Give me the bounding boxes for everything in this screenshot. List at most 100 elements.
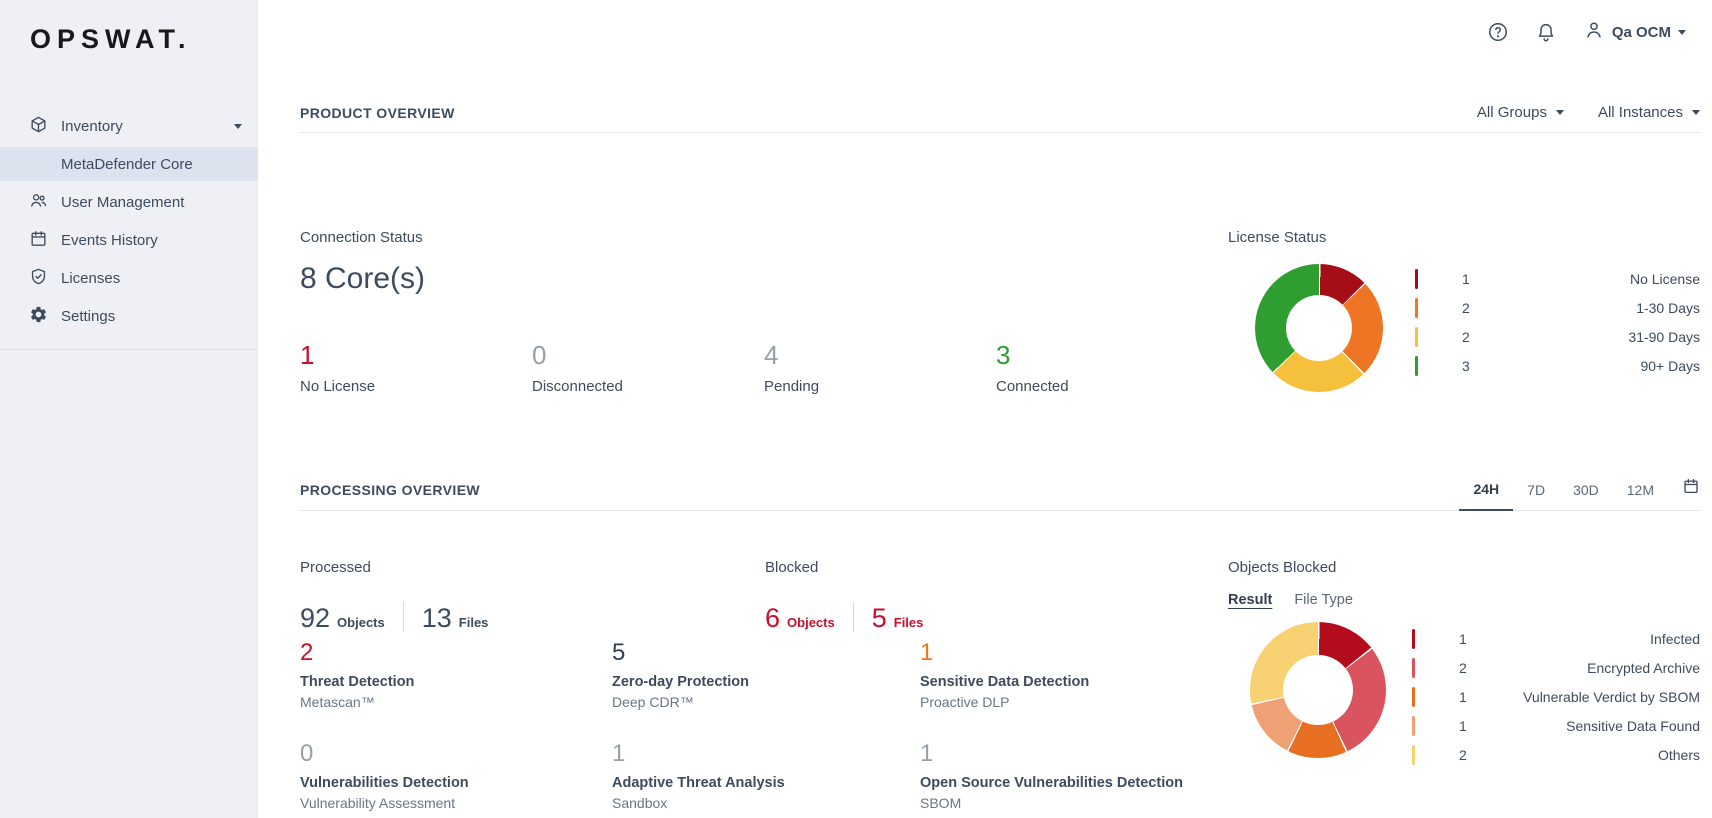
detection-title: Open Source Vulnerabilities Detection [920, 775, 1183, 791]
stat-label: Disconnected [532, 378, 623, 395]
user-icon [1583, 19, 1605, 46]
license-status-title: License Status [1228, 229, 1327, 246]
legend-color-bar [1415, 326, 1418, 347]
detection-value: 5 [612, 639, 626, 666]
notifications-bell-icon[interactable] [1535, 21, 1557, 43]
section-title: PROCESSING OVERVIEW [300, 482, 481, 498]
processing-overview-header: PROCESSING OVERVIEW 24H 7D 30D 12M [300, 477, 1700, 511]
detection-title: Adaptive Threat Analysis [612, 775, 785, 791]
groups-filter-label: All Groups [1476, 104, 1547, 121]
product-overview-body: Connection Status 8 Core(s) 1 No License… [300, 229, 1700, 395]
sidebar-item-metadefender-core[interactable]: MetaDefender Core [0, 147, 258, 181]
legend-item: 1 Infected [1412, 624, 1700, 653]
sidebar-item-user-management[interactable]: User Management [0, 183, 258, 221]
objects-blocked-title: Objects Blocked [1228, 559, 1337, 576]
calendar-picker-icon[interactable] [1668, 477, 1700, 510]
groups-filter-dropdown[interactable]: All Groups [1477, 104, 1564, 121]
topbar: Qa OCM [258, 0, 1712, 64]
legend-color-bar [1415, 355, 1418, 376]
detection-open-source: 1 Open Source Vulnerabilities Detection … [920, 740, 1228, 812]
detection-title: Sensitive Data Detection [920, 674, 1090, 690]
tab-12m[interactable]: 12M [1626, 482, 1654, 498]
tab-result[interactable]: Result [1228, 592, 1273, 608]
sidebar-item-inventory[interactable]: Inventory [0, 107, 258, 145]
sidebar-item-licenses[interactable]: Licenses [0, 259, 258, 297]
legend-item: 2 Others [1412, 740, 1700, 769]
tab-24h[interactable]: 24H [1459, 481, 1514, 511]
sidebar-item-settings[interactable]: Settings [0, 297, 258, 335]
tab-7d[interactable]: 7D [1527, 482, 1546, 498]
legend-count: 1 [1459, 717, 1467, 734]
legend-item: 1 No License [1415, 264, 1700, 293]
legend-item: 1 Vulnerable Verdict by SBOM [1412, 682, 1700, 711]
tab-file-type[interactable]: File Type [1294, 592, 1353, 608]
legend-color-bar [1412, 686, 1415, 707]
sidebar-item-label: User Management [61, 193, 185, 211]
objects-blocked-card: Objects Blocked Result File Type 1 [1228, 559, 1700, 769]
stat-label: No License [300, 378, 376, 395]
detection-subtitle: Sandbox [612, 795, 668, 811]
dashboard-content: PRODUCT OVERVIEW All Groups All Instance… [258, 64, 1712, 811]
legend-color-bar [1412, 628, 1415, 649]
sidebar-item-events-history[interactable]: Events History [0, 221, 258, 259]
chevron-down-icon [1678, 29, 1686, 35]
detection-value: 1 [920, 639, 934, 666]
sidebar-item-label: Inventory [61, 117, 123, 135]
detection-sensitive-data: 1 Sensitive Data Detection Proactive DLP [920, 639, 1228, 711]
legend-count: 3 [1462, 357, 1470, 374]
detection-subtitle: Deep CDR™ [612, 694, 694, 710]
legend-count: 2 [1459, 659, 1467, 676]
processed-files-label: Files [458, 615, 489, 630]
legend-color-bar [1412, 744, 1415, 765]
legend-item: 2 1-30 Days [1415, 293, 1700, 322]
chevron-down-icon [1555, 110, 1564, 115]
connection-status-card: Connection Status 8 Core(s) 1 No License… [300, 229, 1228, 395]
donut-hole [1283, 655, 1353, 725]
chevron-down-icon [234, 123, 242, 129]
legend-item: 3 90+ Days [1415, 351, 1700, 380]
detection-value: 1 [612, 740, 626, 767]
license-status-donut-chart [1255, 264, 1383, 392]
connection-status-title: Connection Status [300, 229, 423, 246]
tab-30d[interactable]: 30D [1573, 482, 1599, 498]
legend-item: 2 Encrypted Archive [1412, 653, 1700, 682]
instances-filter-dropdown[interactable]: All Instances [1598, 104, 1700, 121]
user-name: Qa OCM [1611, 23, 1671, 41]
legend-color-bar [1412, 715, 1415, 736]
stat-value: 1 [300, 340, 315, 370]
license-status-legend: 1 No License 2 1-30 Days 2 [1415, 264, 1700, 392]
legend-label: Infected [1650, 630, 1700, 647]
detection-zero-day: 5 Zero-day Protection Deep CDR™ [612, 639, 920, 711]
detection-subtitle: Metascan™ [300, 694, 375, 710]
legend-count: 1 [1459, 630, 1467, 647]
divider [852, 602, 854, 632]
detection-subtitle: Vulnerability Assessment [300, 795, 456, 811]
sidebar-nav: Inventory MetaDefender Core User Managem… [0, 107, 258, 335]
legend-label: No License [1629, 270, 1700, 287]
detection-subtitle: Proactive DLP [920, 694, 1010, 710]
detection-value: 1 [920, 740, 934, 767]
legend-label: Others [1657, 746, 1700, 763]
blocked-files-value: 5 [871, 603, 887, 633]
legend-color-bar [1415, 297, 1418, 318]
legend-label: 1-30 Days [1636, 299, 1700, 316]
stat-value: 3 [996, 340, 1011, 370]
shield-check-icon [29, 267, 48, 290]
objects-blocked-tabs: Result File Type [1228, 592, 1700, 608]
instances-filter-label: All Instances [1597, 104, 1683, 121]
legend-label: Vulnerable Verdict by SBOM [1523, 688, 1700, 705]
user-menu[interactable]: Qa OCM [1583, 19, 1686, 46]
processed-objects-value: 92 [300, 603, 331, 633]
blocked-objects-label: Objects [787, 615, 835, 630]
calendar-icon [29, 229, 48, 252]
connection-stats: 1 No License 0 Disconnected 4 Pending [300, 340, 1228, 395]
stat-value: 4 [764, 340, 779, 370]
detection-adaptive-threat: 1 Adaptive Threat Analysis Sandbox [612, 740, 920, 812]
objects-blocked-legend: 1 Infected 2 Encrypted Archive 1 [1412, 624, 1700, 769]
help-icon[interactable] [1487, 21, 1509, 43]
sidebar-item-label: Events History [61, 231, 158, 249]
product-overview-header: PRODUCT OVERVIEW All Groups All Instance… [300, 104, 1700, 133]
processing-overview-body: Processed 92 Objects 13 Files Blocked 6 … [300, 559, 1700, 769]
sidebar-subitem-label: MetaDefender Core [61, 155, 193, 173]
